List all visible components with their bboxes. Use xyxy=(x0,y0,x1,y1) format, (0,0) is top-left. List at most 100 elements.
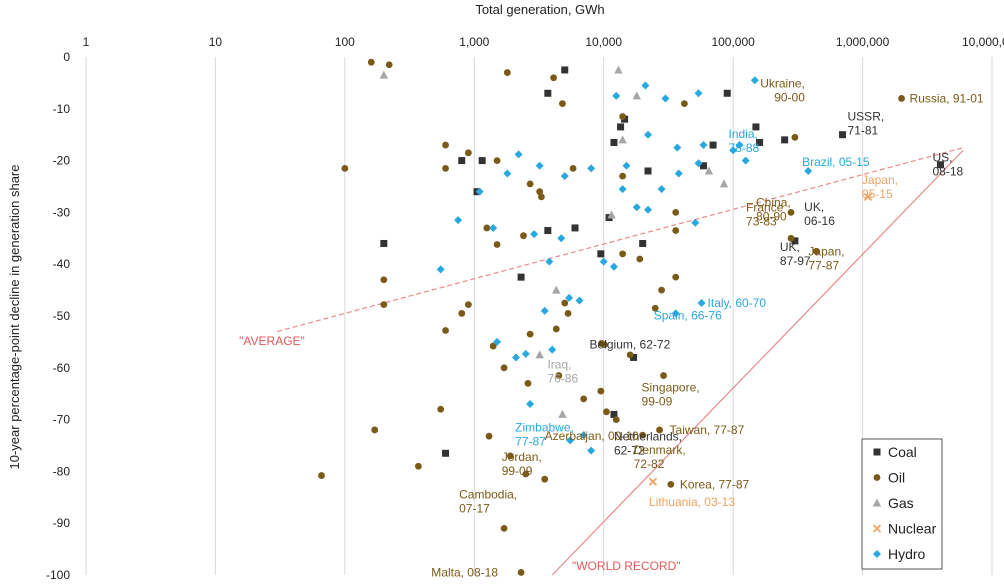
y-tick-label: -100 xyxy=(46,568,70,582)
annotation-label: 08-18 xyxy=(932,165,963,179)
oil-point xyxy=(526,330,534,338)
hydro-point xyxy=(540,306,549,315)
hydro-point xyxy=(735,141,744,150)
annotation-label: 06-16 xyxy=(804,214,835,228)
series-hydro xyxy=(436,76,813,455)
coal-point xyxy=(610,410,618,418)
annotation-label: 99-09 xyxy=(642,395,673,409)
annotation-label: UK, xyxy=(780,240,800,254)
oil-point xyxy=(437,405,445,413)
x-tick-label: 1,000 xyxy=(459,35,489,49)
gas-point xyxy=(558,409,567,418)
x-tick-label: 1 xyxy=(83,35,90,49)
oil-point xyxy=(442,164,449,172)
coal-point xyxy=(617,123,625,131)
oil-point xyxy=(520,232,527,240)
annotation-label: 71-81 xyxy=(848,124,879,138)
hydro-point xyxy=(674,169,683,178)
y-axis-label: 10-year percentage-point decline in gene… xyxy=(7,165,22,470)
coal-point xyxy=(630,353,638,361)
oil-point xyxy=(493,241,501,248)
annotation-label: 78-88 xyxy=(729,141,760,155)
hydro-point xyxy=(557,234,566,243)
hydro-point xyxy=(599,257,608,266)
legend: Coal Oil Gas Nuclear Hydro xyxy=(861,438,943,570)
oil-point xyxy=(414,462,422,470)
legend-marker-oil xyxy=(873,474,881,481)
gas-point xyxy=(614,65,623,74)
oil-point xyxy=(442,327,449,334)
annotation-label: Ukraine, xyxy=(760,76,805,90)
annotation-label: 73-83 xyxy=(746,214,777,228)
coal-point xyxy=(597,250,605,258)
oil-point xyxy=(619,250,627,258)
oil-point xyxy=(526,180,534,188)
oil-point xyxy=(603,408,610,416)
legend-label-oil: Oil xyxy=(888,470,905,486)
oil-point xyxy=(541,475,549,483)
hydro-point xyxy=(644,205,653,214)
gas-point xyxy=(704,166,714,175)
oil-point xyxy=(506,452,514,460)
nuclear-point xyxy=(863,192,873,201)
hydro-point xyxy=(436,265,445,274)
annotation-label: 77-87 xyxy=(808,258,839,272)
annotation-label: "WORLD RECORD" xyxy=(572,559,681,573)
oil-point xyxy=(787,209,795,216)
hydro-point xyxy=(545,257,554,266)
oil-point xyxy=(464,149,472,157)
hydro-point xyxy=(587,446,596,455)
oil-point xyxy=(552,325,560,333)
hydro-point xyxy=(609,262,618,271)
coal-point xyxy=(723,89,731,97)
x-tick-label: 10,000 xyxy=(585,35,622,49)
legend-marker-nuclear xyxy=(872,524,882,533)
gas-point xyxy=(607,210,616,219)
annotation-label: Russia, 91-01 xyxy=(910,91,984,105)
annotation-label: 07-17 xyxy=(459,501,490,515)
y-tick-label: -10 xyxy=(53,102,71,116)
x-axis-label: Total generation, GWh xyxy=(475,2,604,17)
annotation-label: Belgium, 62-72 xyxy=(590,337,671,351)
coal-point xyxy=(791,237,799,245)
annotation-label: Japan, xyxy=(862,173,898,187)
oil-point xyxy=(561,299,569,307)
x-tick-label: 10 xyxy=(209,35,223,49)
coal-point xyxy=(699,162,707,170)
oil-point xyxy=(660,372,667,379)
annotation-label: Singapore, xyxy=(642,381,700,395)
gas-point xyxy=(719,179,729,188)
hydro-point xyxy=(530,230,539,239)
legend-label-gas: Gas xyxy=(888,495,914,511)
y-tick-label: -60 xyxy=(53,361,71,375)
oil-point xyxy=(500,364,508,372)
oil-point xyxy=(380,301,388,309)
annotation-label: Azerbaijan, 00-10 xyxy=(545,429,639,443)
hydro-point xyxy=(694,159,703,168)
hydro-point xyxy=(535,161,544,170)
gas-point xyxy=(379,70,389,79)
average-line xyxy=(277,147,964,333)
hydro-point xyxy=(804,166,813,175)
oil-point xyxy=(485,432,493,440)
coal-point xyxy=(544,227,552,235)
y-tick-label: -40 xyxy=(53,257,71,271)
annotation-label: US, xyxy=(932,151,952,165)
annotation-label: USSR, xyxy=(848,110,885,124)
hydro-point xyxy=(587,164,596,173)
x-tick-label: 1,000,000 xyxy=(836,35,890,49)
series-nuclear xyxy=(648,192,873,486)
hydro-point xyxy=(560,172,569,181)
hydro-point xyxy=(566,436,575,445)
hydro-point xyxy=(493,337,502,346)
oil-point xyxy=(524,379,532,387)
annotation-label: 76-86 xyxy=(547,371,578,385)
annotation-label: 80-90 xyxy=(756,209,787,223)
coal-point xyxy=(752,123,760,131)
annotation-label: Spain, 66-76 xyxy=(654,308,722,322)
legend-label-hydro: Hydro xyxy=(888,546,926,562)
hydro-point xyxy=(526,400,535,409)
oil-point xyxy=(612,416,620,423)
annotation-label: Taiwan, 77-87 xyxy=(670,423,745,437)
oil-point xyxy=(442,141,449,149)
